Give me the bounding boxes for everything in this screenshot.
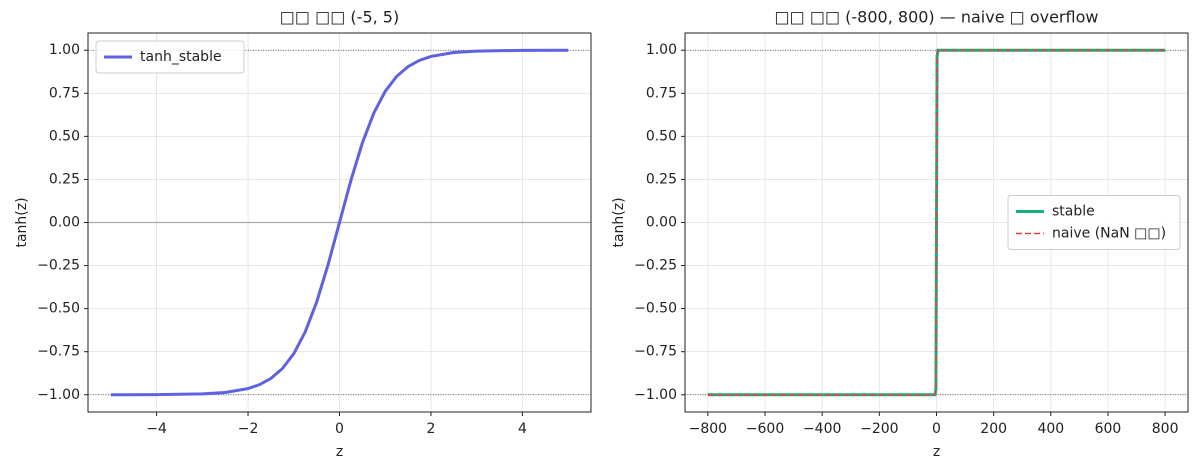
y-tick-label: −0.25: [37, 258, 80, 274]
y-tick-label: −0.75: [37, 344, 80, 360]
x-axis-label: z: [336, 444, 343, 460]
y-axis-label: tanh(z): [14, 197, 30, 247]
x-tick-label: 200: [980, 421, 1007, 437]
legend-box: [95, 40, 245, 74]
x-tick-label: −4: [146, 421, 167, 437]
y-tick-label: 1.00: [49, 42, 80, 58]
x-tick-label: −2: [238, 421, 259, 437]
legend: tanh_stable: [95, 40, 245, 74]
y-tick-label: −0.50: [634, 301, 677, 317]
y-tick-label: −1.00: [634, 387, 677, 403]
y-tick-label: 0.75: [49, 85, 80, 101]
x-tick-label: −600: [746, 421, 784, 437]
y-tick-label: 0.50: [646, 128, 677, 144]
x-tick-label: 2: [426, 421, 435, 437]
x-tick-label: −800: [689, 421, 727, 437]
y-axis-label: tanh(z): [611, 197, 627, 247]
y-tick-label: 0.25: [49, 171, 80, 187]
legend-label: tanh_stable: [140, 49, 222, 65]
y-tick-label: −0.75: [634, 344, 677, 360]
plot-frame: [684, 32, 1189, 413]
x-tick-label: 400: [1037, 421, 1064, 437]
x-tick-label: −400: [803, 421, 841, 437]
legend-label: stable: [1052, 204, 1095, 220]
x-tick-label: 800: [1152, 421, 1179, 437]
x-tick-label: −200: [860, 421, 898, 437]
legend-label: naive (NaN □□): [1052, 226, 1166, 242]
y-tick-label: 1.00: [646, 42, 677, 58]
y-tick-label: 0.00: [646, 215, 677, 231]
series-line: [110, 48, 569, 397]
series-line: [707, 49, 1166, 396]
y-tick-label: 0.25: [646, 171, 677, 187]
y-tick-label: 0.00: [49, 215, 80, 231]
y-tick-label: −0.25: [634, 258, 677, 274]
x-tick-label: 0: [932, 421, 941, 437]
y-tick-label: 0.75: [646, 85, 677, 101]
x-tick-label: 600: [1095, 421, 1122, 437]
legend-box: [1007, 195, 1181, 250]
y-tick-label: 0.50: [49, 128, 80, 144]
chart-title: □□ □□ (-800, 800) — naive □ overflow: [775, 8, 1099, 27]
y-tick-label: −0.50: [37, 301, 80, 317]
x-axis-label: z: [933, 444, 940, 460]
legend: stable naive (NaN □□): [1007, 195, 1181, 250]
plot-frame: [87, 32, 592, 413]
x-tick-label: 0: [335, 421, 344, 437]
chart-title: □□ □□ (-5, 5): [280, 8, 399, 27]
y-tick-label: −1.00: [37, 387, 80, 403]
x-tick-label: 4: [518, 421, 527, 437]
